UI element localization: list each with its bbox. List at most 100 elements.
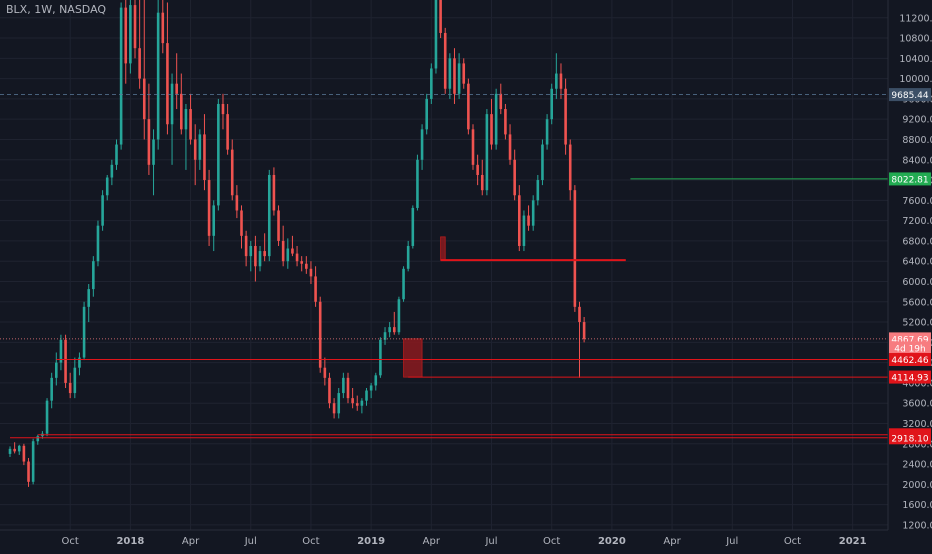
- candle-body: [27, 461, 30, 482]
- candle-body: [249, 245, 253, 257]
- y-tick-label: 3600.00: [902, 399, 932, 410]
- candle-body: [133, 5, 137, 49]
- candle-body: [578, 306, 581, 323]
- candle-body: [462, 63, 466, 84]
- candle-body: [147, 119, 151, 165]
- x-tick-label: Oct: [784, 536, 801, 547]
- y-tick-label: 10400.00: [899, 54, 932, 65]
- candles: [8, 0, 586, 487]
- candle-body: [217, 103, 220, 206]
- y-tick-label: 6800.00: [902, 236, 932, 247]
- candle-body: [485, 114, 489, 191]
- candle-body: [309, 268, 313, 277]
- y-tick-label: 6400.00: [902, 257, 932, 268]
- y-tick-label: 5200.00: [902, 318, 932, 329]
- candle-body: [365, 390, 368, 401]
- y-tick-label: 3200.00: [902, 419, 932, 430]
- candle-body: [87, 289, 91, 307]
- candle-body: [555, 73, 558, 89]
- candle-body: [430, 68, 433, 99]
- candle-body: [379, 339, 382, 376]
- candle-body: [406, 245, 410, 269]
- candle-body: [318, 301, 322, 368]
- candle-body: [263, 251, 266, 257]
- candle-body: [55, 362, 58, 378]
- candle-body: [78, 357, 81, 368]
- time-axis[interactable]: Oct 2018 Apr Jul Oct 2019 Apr Jul Oct 2020 Apr Jul O…: [0, 529, 888, 547]
- candle-body: [332, 403, 336, 414]
- candle-body: [522, 215, 526, 246]
- price-label: 4114.93: [891, 374, 928, 384]
- level-lines: [0, 94, 888, 439]
- candle-body: [115, 144, 118, 165]
- candle-body: [59, 339, 63, 363]
- candle-body: [439, 0, 442, 33]
- candle-body: [101, 195, 104, 226]
- candle-body: [323, 367, 327, 378]
- candle-body: [392, 327, 396, 333]
- candle-body: [508, 134, 512, 160]
- candle-body: [110, 164, 114, 178]
- candle-body: [267, 174, 271, 257]
- candle-body: [166, 43, 169, 125]
- candle-body: [31, 441, 35, 482]
- x-tick-label: Jul: [244, 536, 257, 547]
- candle-body: [13, 448, 16, 452]
- price-label: 4462.46: [891, 356, 928, 366]
- price-label: 4d 19h: [894, 344, 925, 354]
- candle-body: [138, 48, 141, 79]
- candle-body: [545, 119, 549, 145]
- candle-body: [184, 109, 188, 130]
- candle-body: [198, 134, 202, 160]
- x-tick-label: 2019: [357, 536, 385, 547]
- y-tick-label: 2800.00: [902, 439, 932, 450]
- candle-body: [397, 299, 401, 333]
- price-label-bg: [889, 172, 931, 186]
- x-tick-label: Oct: [62, 536, 79, 547]
- y-tick-label: 10800.00: [899, 34, 932, 45]
- candle-body: [467, 83, 470, 130]
- symbol-title: BLX, 1W, NASDAQ: [6, 3, 107, 16]
- candle-body: [8, 448, 12, 454]
- candle-body: [22, 445, 26, 462]
- candle-body: [193, 139, 197, 160]
- candle-body: [541, 144, 544, 181]
- x-tick-label: Jul: [484, 536, 497, 547]
- candle-body: [272, 174, 276, 211]
- candle-body: [235, 195, 239, 211]
- candle-body: [180, 93, 183, 130]
- supply-demand-zone: [440, 236, 446, 261]
- candle-body: [499, 93, 503, 110]
- candle-body: [295, 253, 299, 262]
- candle-body: [152, 139, 155, 165]
- candle-body: [573, 190, 577, 307]
- candle-body: [564, 88, 567, 145]
- candle-body: [476, 164, 479, 175]
- candle-body: [226, 114, 229, 150]
- x-tick-label: Apr: [423, 536, 441, 547]
- candle-body: [513, 159, 516, 196]
- candle-body: [64, 339, 67, 383]
- candle-body: [291, 248, 294, 254]
- price-label-bg: [889, 431, 931, 445]
- candle-body: [550, 88, 554, 120]
- candle-body: [383, 332, 387, 340]
- candle-body: [175, 83, 178, 94]
- candle-body: [504, 109, 507, 135]
- y-tick-label: 1600.00: [902, 500, 932, 511]
- candle-body: [402, 268, 405, 300]
- candle-body: [240, 210, 243, 236]
- candle-body: [156, 12, 160, 140]
- candle-body: [189, 109, 192, 140]
- candle-body: [258, 251, 262, 267]
- candle-body: [342, 377, 345, 394]
- candle-body: [531, 200, 535, 226]
- price-axis[interactable]: 1200.00 1600.00 2000.00 2400.00 2800.00 3200.…: [887, 0, 932, 550]
- price-label-bg: [889, 352, 931, 366]
- y-tick-label: 5600.00: [902, 297, 932, 308]
- y-tick-label: 10000.00: [899, 74, 932, 85]
- candle-body: [124, 7, 128, 64]
